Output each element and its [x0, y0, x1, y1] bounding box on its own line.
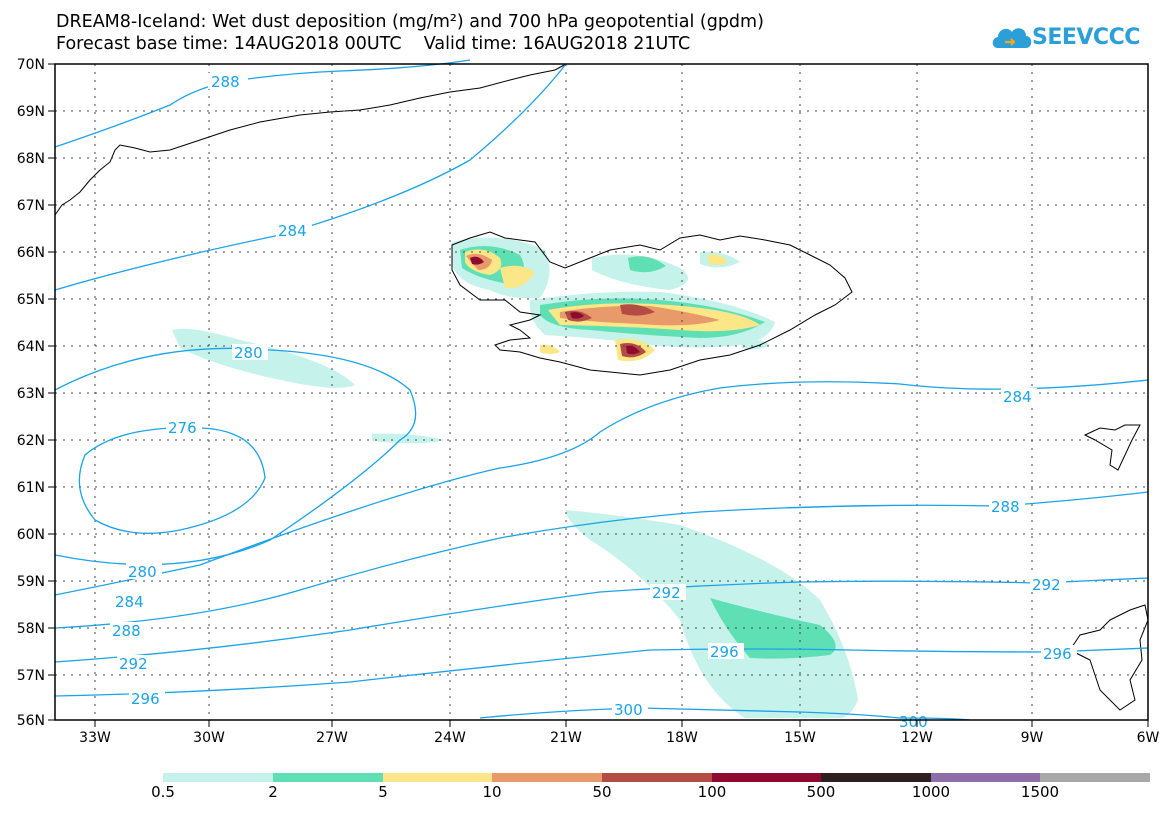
- lon-label: 30W: [193, 730, 225, 746]
- contour-label: 288: [211, 73, 240, 91]
- lat-label: 66N: [17, 245, 45, 261]
- colorbar-label: 50: [592, 783, 612, 801]
- contour-label: 296: [1043, 645, 1072, 663]
- seevccc-logo: SEEVCCC: [990, 20, 1150, 56]
- colorbar-swatch: [712, 773, 821, 782]
- colorbar-swatch: [1040, 773, 1150, 782]
- lon-label: 27W: [316, 730, 348, 746]
- coastlines: [54, 63, 1149, 711]
- contour-label: 296: [710, 643, 739, 661]
- lon-label: 9W: [1021, 730, 1044, 746]
- contour-label: 296: [131, 690, 160, 708]
- lat-label: 61N: [17, 480, 45, 496]
- colorbar-label: 5: [378, 783, 388, 801]
- lat-label: 64N: [17, 339, 45, 355]
- contour-label: 288: [991, 498, 1020, 516]
- colorbar-label: 10: [482, 783, 502, 801]
- contour-label: 284: [115, 593, 144, 611]
- contour-label: 284: [1003, 388, 1032, 406]
- lon-label: 6W: [1137, 730, 1160, 746]
- contour-label: 292: [652, 584, 681, 602]
- contour-label: 292: [119, 655, 148, 673]
- lat-label: 57N: [17, 668, 45, 684]
- logo-text: SEEVCCC: [1032, 25, 1140, 50]
- lat-label: 59N: [17, 574, 45, 590]
- contour-label: 284: [278, 222, 307, 240]
- lon-label: 21W: [550, 730, 582, 746]
- colorbar-label: 1500: [1020, 783, 1060, 801]
- lat-label: 62N: [17, 433, 45, 449]
- colorbar-swatch: [383, 773, 492, 782]
- contour-label: 292: [1032, 576, 1061, 594]
- colorbar-swatch: [273, 773, 383, 782]
- lat-label: 63N: [17, 386, 45, 402]
- lat-label: 60N: [17, 527, 45, 543]
- colorbar-label: 100: [697, 783, 727, 801]
- colorbar-label: 0.5: [151, 783, 175, 801]
- lon-label: 12W: [901, 730, 933, 746]
- axis-ticks: [48, 63, 1149, 727]
- map-frame: [54, 63, 1149, 721]
- contour-label: 276: [168, 419, 197, 437]
- lat-label: 68N: [17, 151, 45, 167]
- lat-label: 67N: [17, 198, 45, 214]
- lon-label: 33W: [79, 730, 111, 746]
- lat-label: 65N: [17, 292, 45, 308]
- contour-label: 288: [112, 622, 141, 640]
- lat-label: 69N: [17, 104, 45, 120]
- colorbar-swatch: [931, 773, 1040, 782]
- contour-labels: 288 284 280 276 284 288 292 296 280 284 …: [110, 73, 1077, 731]
- gridlines: [55, 64, 1148, 720]
- colorbar-label: 1000: [911, 783, 951, 801]
- contour-label: 280: [128, 563, 157, 581]
- map-title: DREAM8-Iceland: Wet dust deposition (mg/…: [56, 12, 764, 32]
- colorbar-swatch: [163, 773, 273, 782]
- cloud-icon: [992, 28, 1032, 48]
- colorbar-swatch: [821, 773, 931, 782]
- colorbar-label: 2: [268, 783, 278, 801]
- colorbar: [163, 773, 1150, 782]
- lon-label: 18W: [666, 730, 698, 746]
- forecast-times: Forecast base time: 14AUG2018 00UTC Vali…: [56, 34, 691, 54]
- dust-deposition-layer: [172, 237, 858, 718]
- lat-label: 70N: [17, 57, 45, 73]
- lon-label: 15W: [784, 730, 816, 746]
- lat-label: 58N: [17, 621, 45, 637]
- longitude-labels: 33W 30W 27W 24W 21W 18W 15W 12W 9W 6W: [79, 730, 1159, 746]
- geopotential-contours: [54, 59, 1149, 721]
- colorbar-swatch: [492, 773, 602, 782]
- contour-label: 300: [899, 713, 928, 731]
- colorbar-label: 500: [806, 783, 836, 801]
- latitude-labels: 70N 69N 68N 67N 66N 65N 64N 63N 62N 61N …: [17, 57, 45, 729]
- contour-label: 300: [614, 701, 643, 719]
- contour-label: 280: [234, 344, 263, 362]
- colorbar-swatch: [602, 773, 712, 782]
- lon-label: 24W: [434, 730, 466, 746]
- lat-label: 56N: [17, 713, 45, 729]
